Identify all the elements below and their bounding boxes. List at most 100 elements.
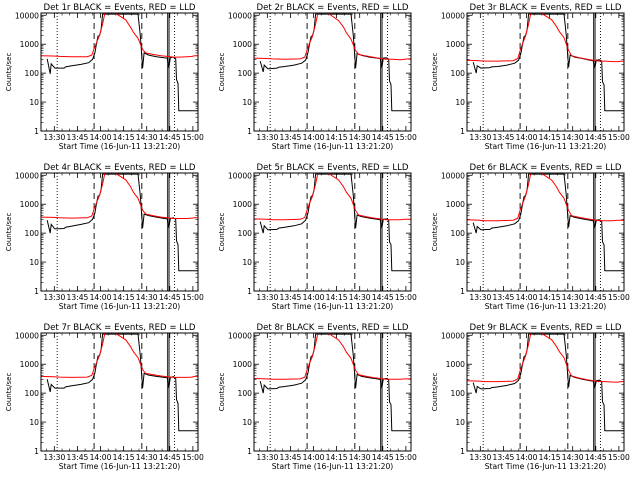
y-tick-label: 10 [242,258,252,267]
events-series-line [472,13,624,112]
y-tick-label: 100 [451,69,466,78]
y-tick-label: 1000 [233,200,252,209]
events-series-line [472,173,624,272]
x-tick-label: 14:45 [585,293,607,302]
x-tick-label: 14:45 [159,133,181,142]
plot-frame [253,332,412,452]
x-tick-label: 14:30 [136,293,158,302]
panel-title: Det 1r BLACK = Events, RED = LLD [43,3,195,13]
x-tick-label: 14:15 [539,293,561,302]
events-series-line [259,173,411,272]
detector-panel-7: Det 7r BLACK = Events, RED = LLD Counts/s… [5,323,204,471]
x-axis-label: Start Time (16-Jun-11 13:21:20) [272,462,394,471]
y-tick-label: 100 [25,69,40,78]
x-tick-label: 14:30 [349,293,371,302]
x-tick-label: 14:00 [516,293,538,302]
x-tick-label: 14:15 [326,133,348,142]
x-tick-label: 14:45 [372,293,394,302]
y-tick-label: 10000 [15,171,39,180]
x-tick-label: 14:15 [326,453,348,462]
x-axis-label: Start Time (16-Jun-11 13:21:20) [272,142,394,151]
events-series-line [46,333,198,432]
x-tick-label: 14:30 [349,453,371,462]
y-tick-label: 1000 [20,40,39,49]
plot-frame [466,172,625,292]
x-tick-label: 14:45 [159,293,181,302]
x-tick-label: 13:30 [469,133,491,142]
x-tick-label: 14:45 [372,453,394,462]
x-tick-label: 15:00 [182,293,204,302]
plot-frame [253,12,412,132]
series-group [41,173,198,272]
y-axis-label: Counts/sec [431,53,439,92]
y-tick-label: 1 [247,447,252,456]
x-tick-label: 13:45 [492,453,514,462]
series-group [467,173,624,272]
y-tick-label: 1000 [233,40,252,49]
y-tick-label: 10000 [228,171,252,180]
x-axis-label: Start Time (16-Jun-11 13:21:20) [59,142,181,151]
events-series-line [259,13,411,112]
y-tick-label: 100 [451,389,466,398]
y-tick-label: 10 [29,258,39,267]
x-tick-label: 15:00 [395,133,417,142]
y-axis-label: Counts/sec [218,373,226,412]
y-axis-label: Counts/sec [5,213,13,252]
x-tick-label: 15:00 [182,453,204,462]
y-tick-label: 1 [34,287,39,296]
y-axis-label: Counts/sec [5,53,13,92]
panel-title: Det 6r BLACK = Events, RED = LLD [469,163,621,173]
y-tick-label: 1 [460,447,465,456]
x-tick-label: 14:45 [159,453,181,462]
y-tick-label: 10000 [441,11,465,20]
y-tick-label: 10000 [441,331,465,340]
y-tick-label: 1000 [20,200,39,209]
y-tick-label: 10 [455,98,465,107]
panel-title: Det 3r BLACK = Events, RED = LLD [469,3,621,13]
series-group [467,333,624,432]
y-tick-label: 1000 [446,200,465,209]
y-tick-label: 10000 [15,331,39,340]
x-tick-label: 14:00 [90,133,112,142]
y-tick-label: 100 [238,389,253,398]
x-tick-label: 14:15 [113,133,135,142]
x-tick-label: 13:30 [43,453,65,462]
series-group [467,13,624,112]
x-tick-label: 14:00 [90,293,112,302]
y-tick-label: 10 [455,258,465,267]
x-tick-label: 14:45 [372,133,394,142]
x-tick-label: 13:45 [66,453,88,462]
series-group [254,333,411,432]
x-tick-label: 14:15 [539,453,561,462]
y-tick-label: 10 [29,98,39,107]
x-tick-label: 15:00 [608,453,630,462]
x-tick-label: 13:45 [66,133,88,142]
lld-series-line [254,333,411,380]
detector-panel-1: Det 1r BLACK = Events, RED = LLD Counts/s… [5,3,204,151]
events-series-line [259,333,411,432]
x-tick-label: 13:45 [492,293,514,302]
y-tick-label: 100 [25,389,40,398]
y-axis-label: Counts/sec [431,373,439,412]
lld-series-line [467,13,624,63]
lld-series-line [41,13,198,58]
x-tick-label: 13:30 [469,453,491,462]
x-tick-label: 14:30 [562,293,584,302]
y-tick-label: 1 [34,447,39,456]
x-tick-label: 14:30 [349,133,371,142]
x-tick-label: 15:00 [182,133,204,142]
events-series-line [46,13,198,112]
detector-panel-3: Det 3r BLACK = Events, RED = LLD Counts/s… [431,3,630,151]
y-tick-label: 10 [242,418,252,427]
x-tick-label: 14:00 [303,133,325,142]
lld-series-line [254,173,411,221]
lld-series-line [254,13,411,61]
detector-panel-2: Det 2r BLACK = Events, RED = LLD Counts/s… [218,3,417,151]
y-tick-label: 1 [34,127,39,136]
plot-frame [40,332,199,452]
x-axis-label: Start Time (16-Jun-11 13:21:20) [59,462,181,471]
y-tick-label: 100 [25,229,40,238]
x-tick-label: 15:00 [608,293,630,302]
x-tick-label: 13:45 [66,293,88,302]
x-tick-label: 14:30 [562,133,584,142]
